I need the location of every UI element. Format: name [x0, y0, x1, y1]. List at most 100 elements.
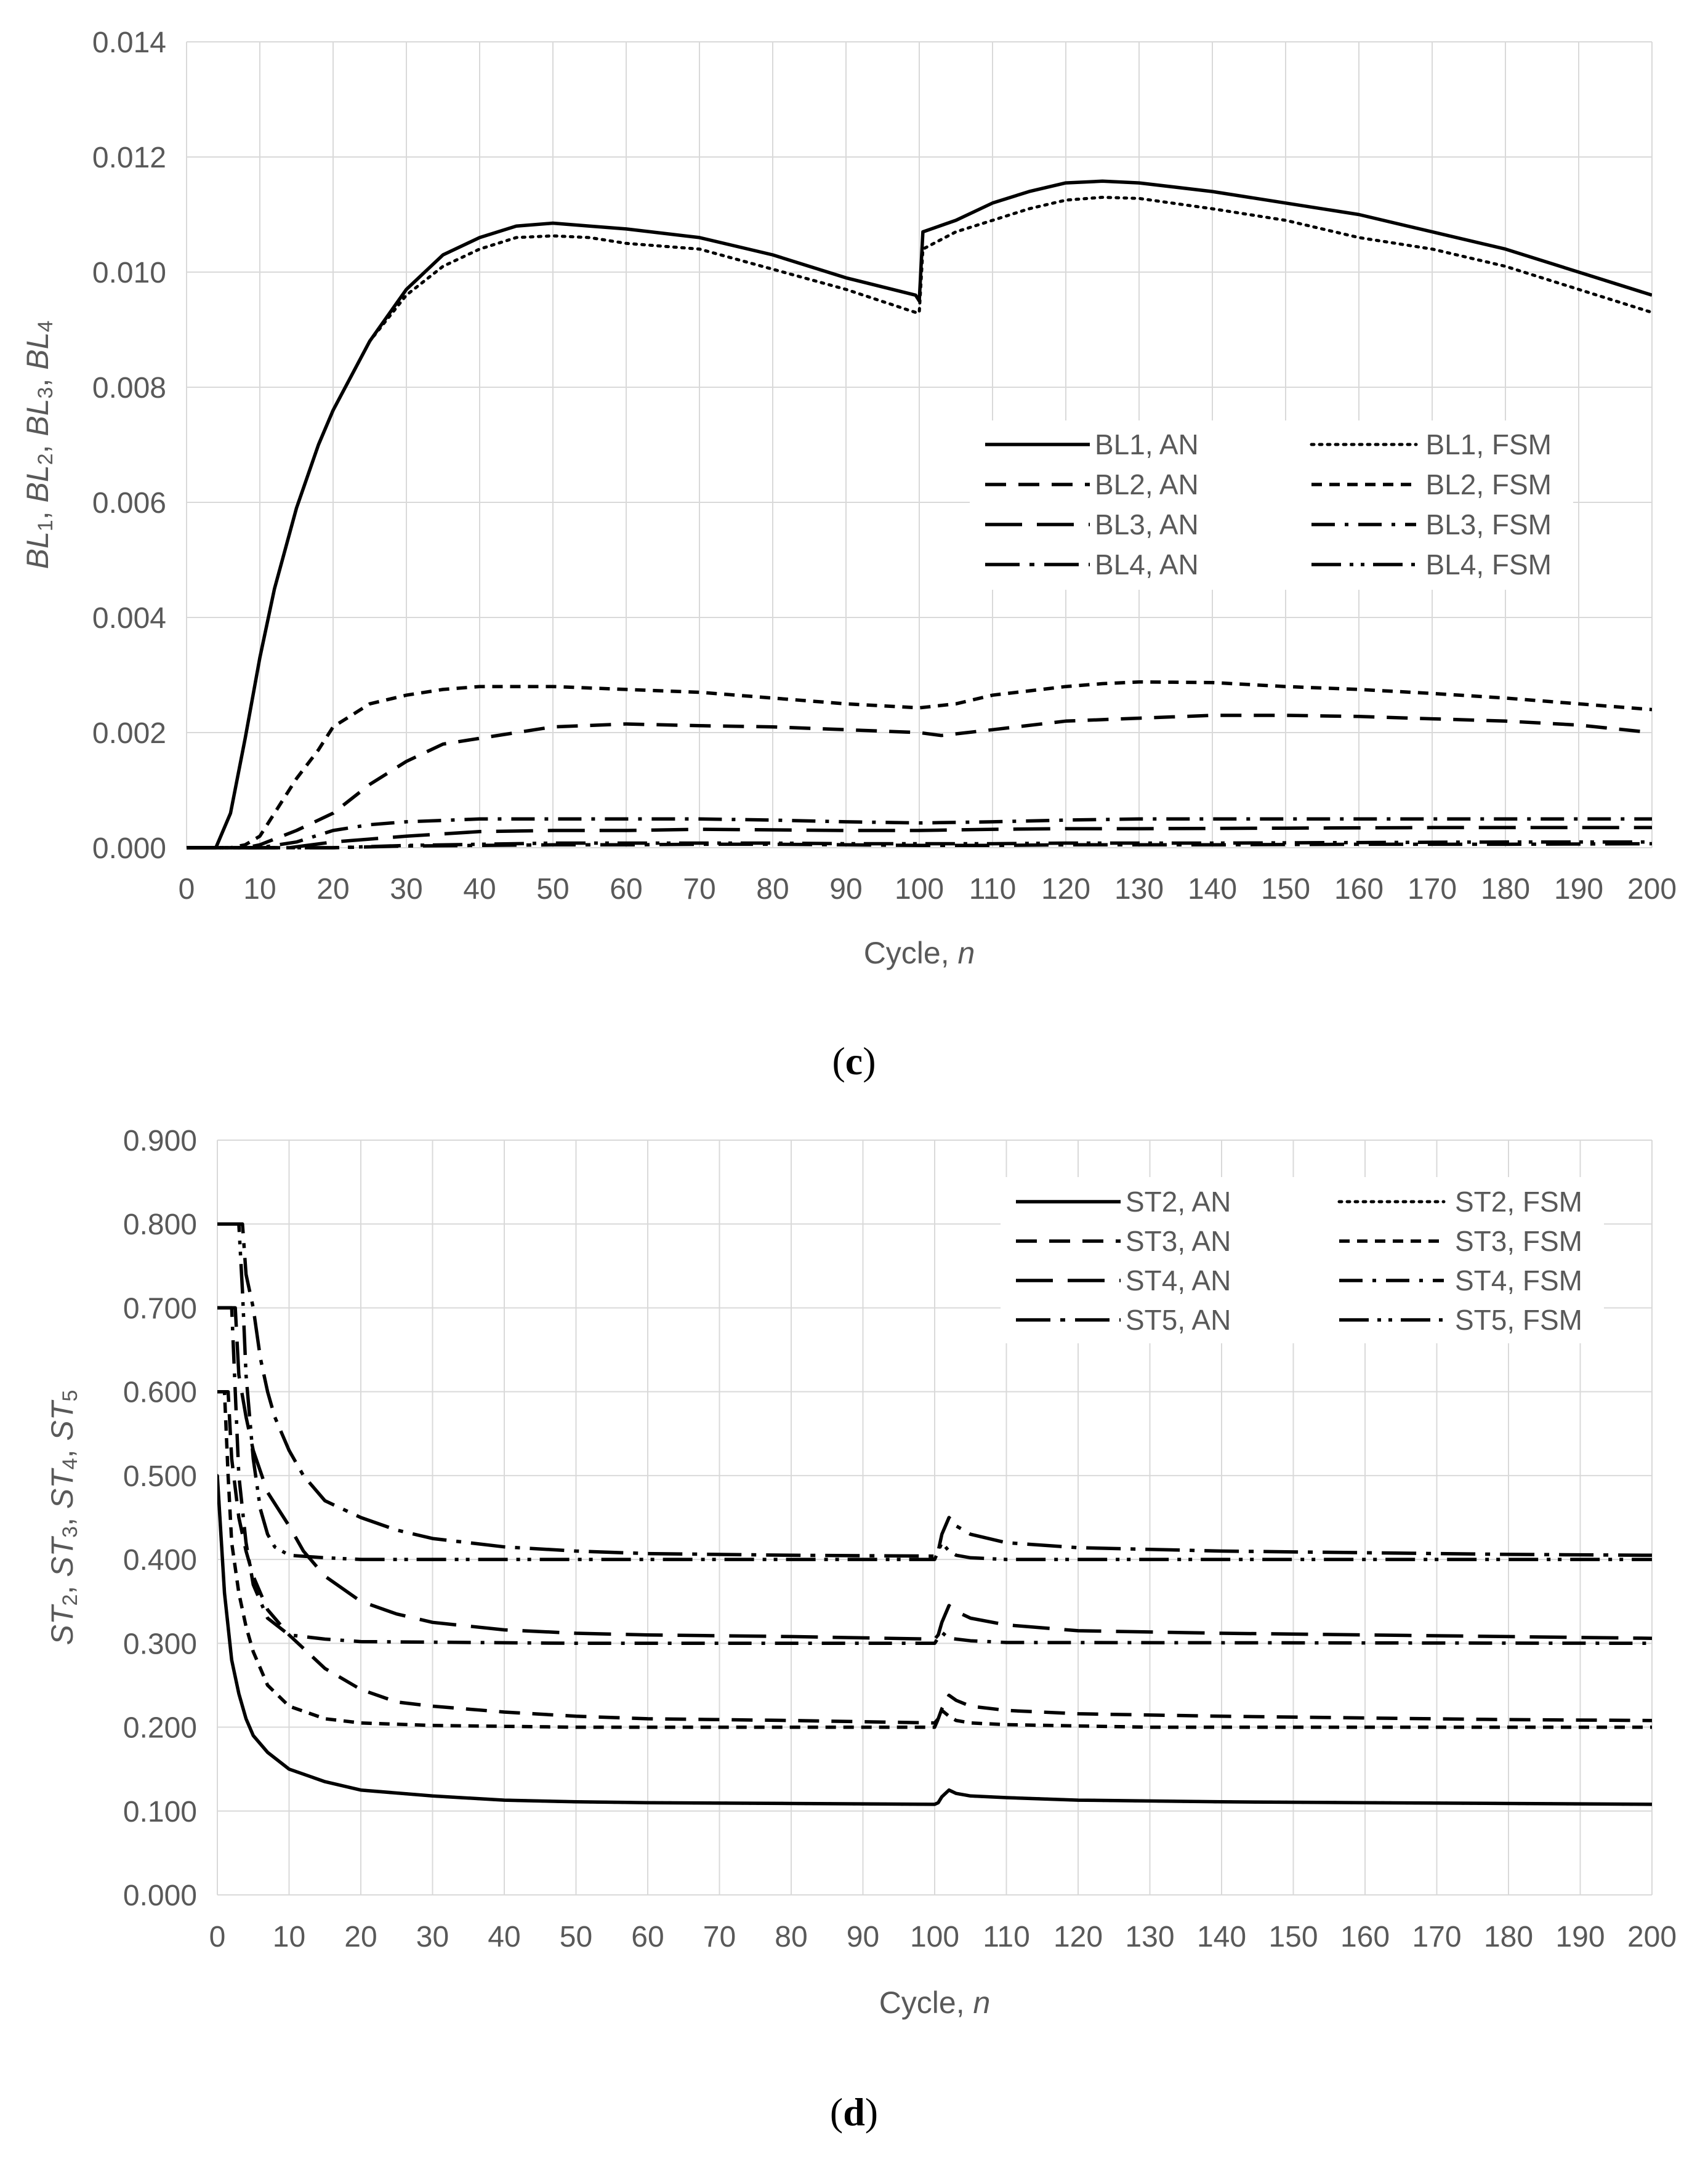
y-tick-labels: 0.000 0.100 0.200 0.300 0.400 0.500 0.600 0.700… [123, 1125, 197, 1912]
y-axis-label-part: BL [20, 465, 55, 502]
y-tick-label: 0.002 [92, 717, 166, 750]
legend-background [970, 420, 1573, 590]
caption-letter: d [843, 2090, 865, 2134]
chart-panel-c: 0 10 20 30 40 50 60 70 80 90 100 110 120 130 140 150 160… [20, 26, 1677, 1083]
x-tick-label: 20 [344, 1921, 377, 1953]
y-tick-label: 0.400 [123, 1544, 197, 1577]
x-tick-label: 150 [1261, 873, 1310, 906]
y-tick-label: 0.008 [92, 372, 166, 404]
x-tick-label: 60 [631, 1921, 664, 1953]
caption-close-paren: ) [863, 1039, 876, 1083]
x-tick-label: 120 [1053, 1921, 1103, 1953]
x-tick-label: 140 [1188, 873, 1237, 906]
series-line-st3-an [217, 1389, 1652, 1725]
y-axis-label-part: , [20, 370, 55, 387]
x-tick-label: 40 [463, 873, 496, 906]
x-tick-label: 100 [895, 873, 944, 906]
y-axis-label-part: , [45, 1577, 79, 1594]
legend-item: ST5, AN [1016, 1304, 1231, 1336]
legend-label: BL4, FSM [1425, 549, 1552, 581]
y-axis-label-subscript: 3 [34, 387, 57, 399]
y-tick-label: 0.000 [92, 832, 166, 865]
legend-label: ST4, AN [1126, 1264, 1231, 1297]
x-axis-label-text: Cycle, [879, 1985, 973, 2020]
legend-item: ST2, FSM [1337, 1186, 1582, 1218]
legend-item: ST2, AN [1016, 1186, 1231, 1218]
legend-item: BL1, FSM [1310, 428, 1552, 460]
y-axis-label-part: ST [45, 1468, 79, 1509]
legend-background [1001, 1177, 1604, 1343]
x-tick-label: 80 [775, 1921, 807, 1953]
series-line-bl3-an [187, 826, 1652, 850]
y-tick-label: 0.500 [123, 1460, 197, 1493]
y-tick-label: 0.100 [123, 1796, 197, 1828]
x-tick-label: 160 [1340, 1921, 1390, 1953]
legend-label: BL1, AN [1095, 428, 1199, 460]
x-tick-label: 30 [416, 1921, 449, 1953]
x-tick-label: 10 [273, 1921, 305, 1953]
legend-item: BL1, AN [985, 428, 1199, 460]
series-line-st2-fsm [217, 1474, 1652, 1806]
y-axis-label: ST2, ST3, ST4, ST5 [45, 1390, 82, 1646]
legend-label: ST3, FSM [1455, 1225, 1582, 1257]
legend-label: BL2, AN [1095, 468, 1199, 501]
x-axis-label-var: n [973, 1985, 991, 2020]
y-tick-labels: 0.000 0.002 0.004 0.006 0.008 0.010 0.012 0.014 [92, 26, 166, 865]
x-tick-label: 190 [1554, 873, 1603, 906]
x-tick-label: 110 [983, 1921, 1030, 1953]
caption-letter: c [845, 1039, 863, 1083]
legend-item: ST3, FSM [1339, 1225, 1582, 1257]
x-tick-label: 180 [1484, 1921, 1533, 1953]
y-tick-label: 0.800 [123, 1208, 197, 1241]
series-line-bl2-fsm [187, 680, 1652, 850]
y-axis-label-part: BL [20, 531, 55, 569]
x-tick-label: 100 [910, 1921, 959, 1953]
y-axis-label-part: , [20, 436, 55, 454]
y-axis-label: BL1, BL2, BL3, BL4 [20, 321, 57, 569]
y-tick-label: 0.300 [123, 1628, 197, 1660]
legend-item: BL4, AN [985, 549, 1199, 581]
legend-item: BL4, FSM [1311, 549, 1552, 581]
legend-label: ST5, FSM [1455, 1304, 1582, 1336]
x-tick-label: 50 [536, 873, 569, 906]
legend: BL1, AN BL1, FSM BL2, AN BL2, FSM BL3, AN BL3… [970, 420, 1573, 590]
x-tick-label: 20 [316, 873, 349, 906]
x-tick-label: 70 [683, 873, 715, 906]
series-line-st4-an [217, 1306, 1652, 1641]
legend-item: BL3, AN [985, 509, 1199, 541]
x-axis-label-var: n [958, 936, 975, 970]
caption-open-paren: ( [832, 1039, 845, 1083]
legend-label: ST3, AN [1126, 1225, 1231, 1257]
y-axis-label-subscript: 1 [34, 520, 57, 531]
series-line-bl1-fsm [187, 196, 1652, 850]
x-tick-label: 50 [560, 1921, 592, 1953]
x-tick-label: 150 [1268, 1921, 1318, 1953]
legend-label: ST2, AN [1126, 1186, 1231, 1218]
panel-caption: (c) [832, 1039, 876, 1083]
legend-label: ST4, FSM [1455, 1264, 1582, 1297]
x-tick-label: 90 [829, 873, 862, 906]
legend-label: ST5, AN [1126, 1304, 1231, 1336]
legend-item: ST4, AN [1016, 1264, 1231, 1297]
x-tick-label: 80 [756, 873, 789, 906]
y-axis-label-part: BL [20, 398, 55, 436]
y-tick-label: 0.000 [123, 1880, 197, 1912]
y-axis-label-part: , [45, 1509, 79, 1526]
x-tick-label: 200 [1627, 1921, 1677, 1953]
legend-label: ST2, FSM [1455, 1186, 1582, 1218]
y-tick-label: 0.014 [92, 26, 166, 59]
x-tick-label: 0 [209, 1921, 226, 1953]
series-lines [187, 179, 1652, 850]
x-tick-label: 90 [847, 1921, 879, 1953]
y-tick-label: 0.900 [123, 1125, 197, 1157]
x-tick-label: 180 [1481, 873, 1530, 906]
legend-item: BL2, AN [985, 468, 1199, 501]
y-tick-label: 0.700 [123, 1292, 197, 1325]
y-tick-label: 0.010 [92, 257, 166, 289]
x-axis-label: Cycle, n [864, 936, 975, 970]
caption-close-paren: ) [865, 2090, 878, 2134]
x-tick-label: 120 [1041, 873, 1090, 906]
y-axis-label-part: , [20, 502, 55, 520]
y-axis-label-subscript: 3 [58, 1526, 82, 1538]
panel-caption: (d) [830, 2090, 878, 2134]
